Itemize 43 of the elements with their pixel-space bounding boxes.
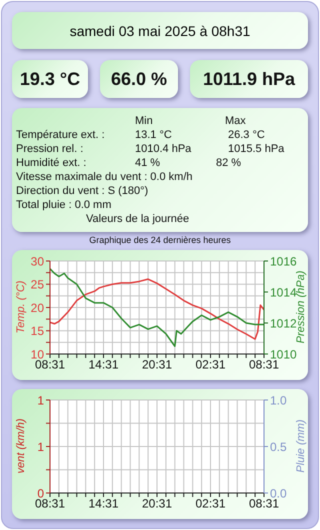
y-tick-label: 1	[37, 440, 44, 454]
x-tick-label: 14:31	[88, 358, 119, 372]
y2-tick-label: 1012	[270, 316, 298, 330]
text: Valeurs de la journée	[86, 213, 190, 225]
y-tick-label: 25	[30, 278, 44, 292]
text: 1015.5 hPa	[228, 143, 284, 155]
text: 82 %	[216, 157, 242, 169]
x-tick-label: 20:31	[142, 496, 172, 511]
text: Total pluie : 0.0 mm	[16, 199, 112, 211]
y-tick-label: 30	[30, 254, 44, 268]
text: 1011.9 hPa	[190, 60, 308, 98]
text: 1010.4 hPa	[135, 143, 192, 155]
y2-tick-label: 1014	[270, 285, 298, 300]
y2-tick-label: 0.5	[270, 440, 288, 454]
text: samedi 03 mai 2025 à 08h31	[12, 12, 308, 49]
y-tick-label: 15	[30, 324, 44, 338]
text: 66.0 %	[100, 60, 178, 98]
y-tick-label: 20	[30, 300, 44, 315]
text: Min	[135, 115, 153, 127]
text: Pression rel. :	[16, 143, 84, 155]
y2-tick-label: 1016	[270, 254, 298, 268]
line-series	[50, 278, 264, 340]
text: Max	[225, 115, 246, 127]
text: Direction du vent : S (180°)	[16, 185, 148, 197]
text: 19.3 °C	[12, 60, 88, 98]
x-tick-label: 20:31	[142, 358, 172, 372]
y-tick-label: 1	[37, 393, 44, 408]
y2-tick-label: 1.0	[270, 393, 288, 408]
text: 13.1 °C	[135, 129, 172, 141]
text: Humidité ext. :	[16, 157, 86, 169]
line-series	[50, 268, 264, 347]
y-axis-title: Temp. (°C)	[15, 280, 27, 334]
x-tick-label: 14:31	[88, 496, 119, 511]
text: Vitesse maximale du vent : 0.0 km/h	[16, 171, 192, 183]
text: 41 %	[135, 157, 160, 169]
x-tick-label: 02:31	[195, 496, 226, 511]
chart-title: Graphique des 24 dernières heures	[88, 235, 232, 245]
y-axis-title: vent (km/h)	[15, 418, 27, 474]
text: Température ext. :	[16, 129, 105, 141]
y2-axis-title: Pression (hPa)	[295, 270, 307, 344]
text: 26.3 °C	[228, 129, 265, 141]
y2-axis-title: Pluie (mm)	[295, 419, 307, 473]
x-tick-label: 02:31	[195, 358, 226, 372]
